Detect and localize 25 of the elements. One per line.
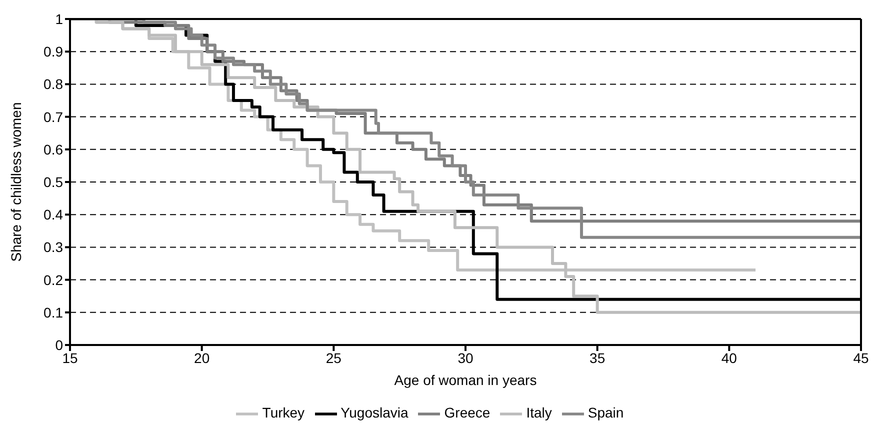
- y-tick-label: 0: [55, 336, 64, 353]
- y-tick-label: 0.6: [44, 141, 64, 158]
- y-tick-label: 0.9: [44, 44, 64, 60]
- x-tick-label: 20: [194, 350, 210, 366]
- legend-label: Yugoslavia: [340, 404, 408, 421]
- y-tick-label: 0.3: [44, 239, 64, 256]
- legend-label: Spain: [588, 404, 624, 421]
- y-axis-title: Share of childless women: [8, 102, 24, 262]
- legend-label: Greece: [444, 404, 490, 421]
- y-tick-label: 0.7: [44, 108, 64, 125]
- x-tick-label: 25: [326, 350, 342, 366]
- x-axis-title: Age of woman in years: [394, 372, 537, 388]
- y-tick-label: 0.8: [44, 76, 64, 92]
- y-tick-label: 0.1: [44, 304, 64, 320]
- legend-label: Italy: [526, 404, 552, 421]
- y-tick-label: 0.5: [44, 174, 64, 190]
- y-tick-label: 1: [55, 10, 64, 27]
- x-tick-label: 15: [62, 350, 78, 366]
- x-tick-label: 35: [590, 350, 606, 366]
- y-tick-label: 0.2: [44, 272, 64, 288]
- x-tick-label: 40: [721, 350, 738, 366]
- legend-label: Turkey: [262, 404, 305, 421]
- y-tick-label: 0.4: [44, 206, 64, 223]
- x-tick-label: 45: [853, 350, 869, 366]
- x-tick-label: 30: [458, 350, 474, 366]
